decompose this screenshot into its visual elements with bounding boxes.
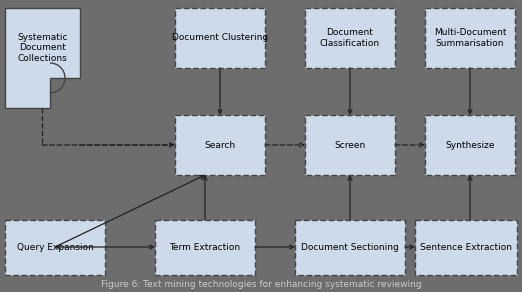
- FancyBboxPatch shape: [175, 8, 265, 68]
- Polygon shape: [5, 8, 80, 108]
- Text: Screen: Screen: [335, 140, 365, 150]
- FancyBboxPatch shape: [175, 115, 265, 175]
- FancyBboxPatch shape: [5, 220, 105, 275]
- FancyBboxPatch shape: [425, 8, 515, 68]
- FancyBboxPatch shape: [155, 220, 255, 275]
- Text: Document Sectioning: Document Sectioning: [301, 243, 399, 252]
- Text: Document
Classification: Document Classification: [320, 28, 380, 48]
- Text: Search: Search: [205, 140, 235, 150]
- Text: Synthesize: Synthesize: [445, 140, 495, 150]
- FancyBboxPatch shape: [295, 220, 405, 275]
- Text: Figure 6: Text mining technologies for enhancing systematic reviewing: Figure 6: Text mining technologies for e…: [101, 280, 421, 289]
- FancyBboxPatch shape: [305, 115, 395, 175]
- Text: Systematic
Document
Collections: Systematic Document Collections: [17, 33, 68, 63]
- Text: Query Expansion: Query Expansion: [17, 243, 93, 252]
- FancyBboxPatch shape: [305, 8, 395, 68]
- Text: Multi-Document
Summarisation: Multi-Document Summarisation: [434, 28, 506, 48]
- FancyBboxPatch shape: [415, 220, 517, 275]
- FancyBboxPatch shape: [425, 115, 515, 175]
- Text: Term Extraction: Term Extraction: [170, 243, 241, 252]
- Text: Document Clustering: Document Clustering: [172, 34, 268, 43]
- Text: Sentence Extraction: Sentence Extraction: [420, 243, 512, 252]
